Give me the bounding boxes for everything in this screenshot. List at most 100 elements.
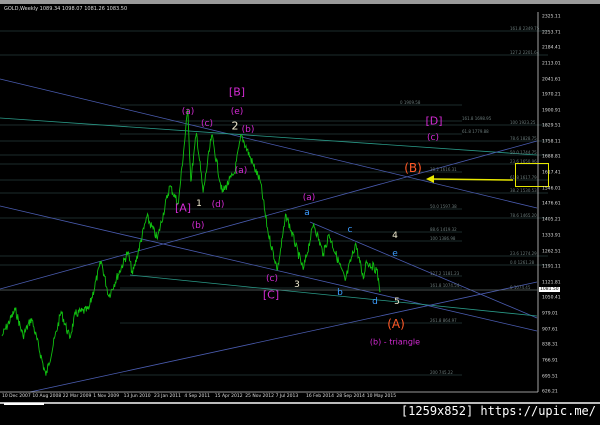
wave-label-minor-b: b xyxy=(337,288,343,298)
chart-title: GOLD,Weekly 1089.34 1098.07 1081.26 1083… xyxy=(4,6,128,12)
y-tick-label: 2113.01 xyxy=(542,61,561,67)
arrow-shaft xyxy=(431,178,514,181)
y-tick-label: 1970.21 xyxy=(542,92,561,98)
fib-level-label: 161.8 1074.54 xyxy=(430,283,460,288)
x-tick-label: 4 Sep 2011 xyxy=(184,394,211,399)
current-price-tag: 1081.50 xyxy=(539,287,560,292)
y-tick-label: 1758.11 xyxy=(542,139,561,145)
trendline-channel-bottom[interactable] xyxy=(0,205,538,332)
wave-label-b: (b) xyxy=(241,125,255,135)
x-tick-label: 13 Jun 2010 xyxy=(123,394,151,399)
wave-label-1: 1 xyxy=(196,199,202,209)
y-tick-label: 2325.11 xyxy=(542,14,561,20)
wave-label-a-3: (a) xyxy=(302,193,316,203)
fib-level-label: 200 745.22 xyxy=(430,370,453,375)
wave-label-d: (d) xyxy=(211,200,225,210)
fib-level-label: 0.0 1261.28 xyxy=(510,260,535,265)
trendline-channel-top[interactable] xyxy=(309,221,538,319)
fib-level-label: 38.2 1616.31 xyxy=(430,167,457,172)
wave-label-3: 3 xyxy=(294,280,300,290)
wave-label-5: 5 xyxy=(394,297,400,307)
fib-level-label: 0 1074.45 xyxy=(510,285,531,290)
y-tick-label: 695.51 xyxy=(542,374,558,380)
x-tick-label: 15 Apr 2012 xyxy=(214,394,243,399)
fib-level-label: 50.0 1744.75 xyxy=(510,150,537,155)
y-tick-label: 1546.01 xyxy=(542,186,561,192)
wave-label-4: 4 xyxy=(392,231,398,241)
y-tick-label: 907.61 xyxy=(542,327,558,333)
y-tick-label: 1405.21 xyxy=(542,217,561,223)
fib-level-label: 61.8 1779.88 xyxy=(462,129,489,134)
wave-label-D-major: [D] xyxy=(425,114,443,128)
wave-label-minor-a: a xyxy=(304,208,310,218)
fib-level-label: 38.2 1530.53 xyxy=(510,188,537,193)
highlight-box xyxy=(515,163,549,187)
fib-level-label: 78.6 1465.20 xyxy=(510,213,537,218)
y-tick-label: 1121.81 xyxy=(542,280,561,286)
y-tick-label: 1191.11 xyxy=(542,264,561,270)
wave-label-c-3: (c) xyxy=(427,133,439,143)
x-tick-label: 16 Feb 2014 xyxy=(306,394,335,399)
fib-level-label: 261.8 864.97 xyxy=(430,318,457,323)
trendline-rising-blue[interactable] xyxy=(0,140,538,290)
wave-label-minor-d: d xyxy=(372,297,378,307)
wave-label-a: (a) xyxy=(181,107,195,117)
price-line xyxy=(1,108,381,376)
fib-level-label: 100 1386.98 xyxy=(430,236,456,241)
fib-level-label: 161.8 1698.95 xyxy=(462,116,492,121)
y-tick-label: 979.01 xyxy=(542,311,558,317)
y-tick-label: 2184.41 xyxy=(542,45,561,51)
title-bar xyxy=(0,0,600,4)
wave-label-minor-c: c xyxy=(347,225,353,235)
horizontal-scrollbar[interactable] xyxy=(0,402,600,404)
y-tick-label: 1688.81 xyxy=(542,154,561,160)
fib-level-label: 88.6 1419.32 xyxy=(430,227,457,232)
y-tick-label: 1900.91 xyxy=(542,108,561,114)
wave-label-a-2: (a) xyxy=(234,166,248,176)
fib-level-label: 23.6 1650.96 xyxy=(510,159,537,164)
y-tick-label: 1617.41 xyxy=(542,170,561,176)
fib-level-label: 161.8 2349.75 xyxy=(510,26,540,31)
wave-label-c: (c) xyxy=(201,119,213,129)
fib-level-label: 127.2 2201.64 xyxy=(510,50,540,55)
x-tick-label: 10 May 2015 xyxy=(366,394,397,399)
fib-level-label: 78.6 1828.75 xyxy=(510,136,537,141)
wave-label-2: 2 xyxy=(231,119,239,133)
x-tick-label: 25 Nov 2012 xyxy=(245,394,275,399)
y-tick-label: 766.91 xyxy=(542,358,558,364)
fib-level-label: 23.6 1274.29 xyxy=(510,251,537,256)
fib-level-label: 61.8 1617.79 xyxy=(510,175,537,180)
y-tick-label: 838.31 xyxy=(542,342,558,348)
y-tick-label: 626.21 xyxy=(542,389,558,395)
fib-level-label: 127.2 1181.23 xyxy=(430,271,460,276)
trendline-lower-teal[interactable] xyxy=(129,274,538,317)
y-tick-label: 1333.91 xyxy=(542,233,561,239)
x-tick-label: 7 Jul 2013 xyxy=(275,394,299,399)
fibonacci-levels xyxy=(0,30,548,376)
watermark: [1259x852] https://upic.me/ xyxy=(400,404,596,418)
x-tick-label: 22 Mar 2009 xyxy=(62,394,92,399)
fib-level-label: 100 1923.25 xyxy=(510,120,536,125)
x-tick-label: 28 Sep 2014 xyxy=(336,394,365,399)
wave-label-A-major: [A] xyxy=(174,201,192,215)
trendline-upper-blue[interactable] xyxy=(0,78,538,209)
x-tick-label: 10 Dec 2007 xyxy=(2,394,31,399)
scrollbar-thumb[interactable] xyxy=(4,403,44,405)
wave-label-c-2: (c) xyxy=(266,274,278,284)
trendlines xyxy=(0,78,538,393)
fib-level-label: 0 1909.58 xyxy=(400,100,421,105)
wave-label-B-primary: (B) xyxy=(404,161,422,175)
trendline-bottom-rising[interactable] xyxy=(29,281,538,393)
y-tick-label: 2253.71 xyxy=(542,30,561,36)
x-tick-label: 10 Aug 2008 xyxy=(32,394,62,399)
y-tick-label: 2041.61 xyxy=(542,77,561,83)
wave-label-C-major: [C] xyxy=(262,288,280,302)
y-tick-label: 1476.61 xyxy=(542,201,561,207)
wave-label-B-major: [B] xyxy=(228,85,246,99)
wave-label-triangle: (b) - triangle xyxy=(369,337,421,347)
arrow-head-icon xyxy=(426,175,434,183)
trendline-upper-teal[interactable] xyxy=(0,117,538,156)
x-tick-label: 23 Jan 2011 xyxy=(154,394,181,399)
